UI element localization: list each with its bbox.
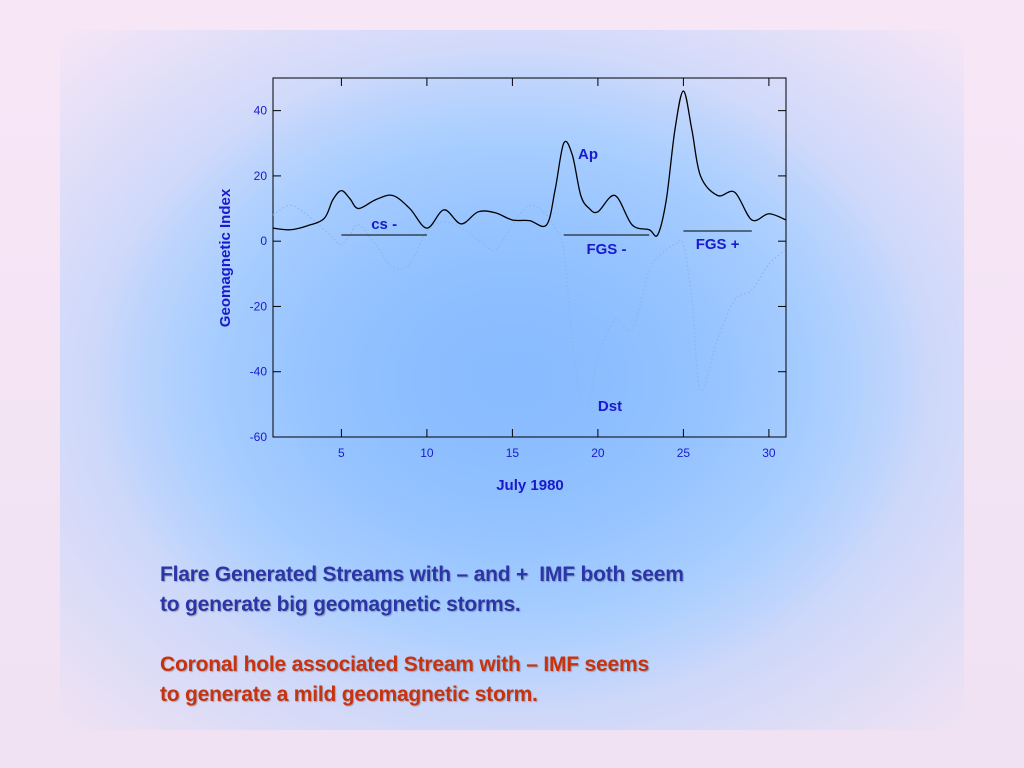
notes: Flare Generated Streams with – and + IMF… [160, 560, 684, 710]
x-tick-label: 30 [762, 446, 776, 460]
note-paragraph: Flare Generated Streams with – and + IMF… [160, 560, 684, 620]
x-tick-label: 15 [506, 446, 520, 460]
note-line: to generate a mild geomagnetic storm. [160, 683, 538, 706]
series-label: Dst [598, 398, 622, 415]
note-line: Coronal hole associated Stream with – IM… [160, 653, 649, 676]
series-line [272, 90, 787, 237]
note-line: Flare Generated Streams with – and + IMF… [160, 563, 684, 586]
period-label: cs - [371, 216, 397, 233]
series-label: Ap [578, 146, 598, 163]
period-label: FGS - [586, 241, 626, 258]
x-tick-label: 5 [338, 446, 345, 460]
x-axis-label: July 1980 [496, 477, 564, 494]
note-paragraph: Coronal hole associated Stream with – IM… [160, 650, 684, 710]
y-axis-label: Geomagnetic Index [217, 188, 234, 327]
y-tick-label: 20 [254, 169, 268, 183]
x-tick-label: 10 [420, 446, 434, 460]
period-label: FGS + [696, 236, 740, 253]
y-tick-label: -20 [250, 299, 268, 313]
y-tick-label: -40 [250, 365, 268, 379]
x-tick-label: 20 [591, 446, 605, 460]
note-line: to generate big geomagnetic storms. [160, 593, 521, 616]
y-tick-label: -60 [250, 430, 268, 444]
y-tick-label: 0 [260, 234, 267, 248]
series-line [272, 204, 787, 407]
x-tick-label: 25 [677, 446, 691, 460]
glow [60, 30, 964, 730]
y-tick-label: 40 [254, 104, 268, 118]
plot-frame [272, 77, 787, 438]
